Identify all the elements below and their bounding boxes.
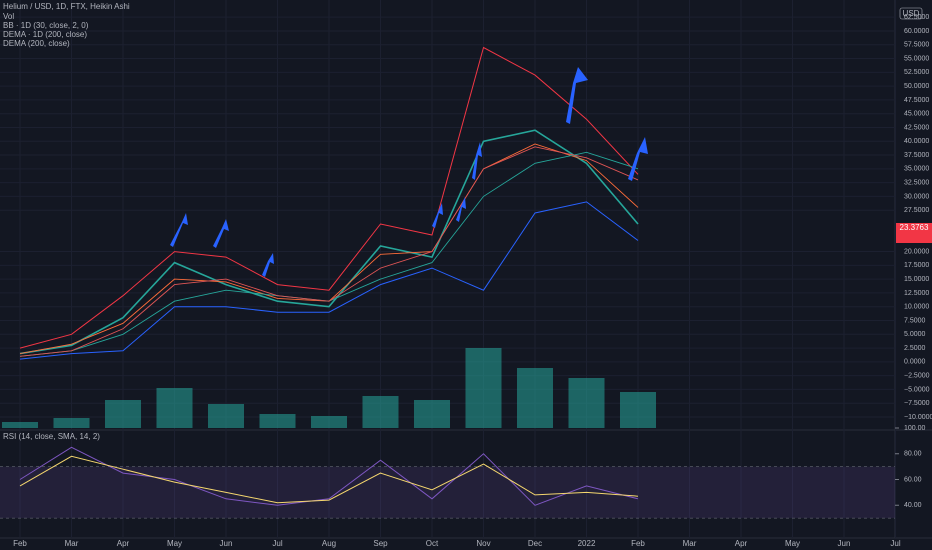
volume-bar — [568, 378, 605, 428]
y-tick-label: 7.5000 — [904, 317, 926, 324]
volume-bar — [517, 368, 553, 428]
volume-bar — [259, 414, 296, 428]
x-tick-label: May — [785, 539, 800, 548]
y-tick-label: 60.0000 — [904, 28, 929, 35]
y-tick-label: 20.0000 — [904, 248, 929, 255]
rsi-line — [19, 455, 639, 504]
y-tick-label: 45.0000 — [904, 111, 929, 118]
x-tick-label: Oct — [426, 539, 439, 548]
price-badge — [896, 223, 932, 243]
y-tick-label: 10.0000 — [904, 304, 929, 311]
x-tick-label: Mar — [65, 539, 79, 548]
x-tick-label: Jul — [272, 539, 282, 548]
volume-bar — [620, 392, 656, 428]
y-tick-label: 0.0000 — [904, 359, 926, 366]
y-tick-label: 27.5000 — [904, 207, 929, 214]
x-tick-label: Sep — [373, 539, 388, 548]
y-tick-label: 32.5000 — [904, 179, 929, 186]
legend-entry: Vol — [3, 12, 14, 21]
y-tick-label: 15.0000 — [904, 276, 929, 283]
arrow — [170, 213, 188, 247]
arrow — [472, 142, 482, 180]
y-tick-label: 5.0000 — [904, 331, 926, 338]
y-tick-label: 50.0000 — [904, 83, 929, 90]
y-tick-label: 40.0000 — [904, 138, 929, 145]
volume-bar — [53, 418, 90, 428]
x-tick-label: 2022 — [578, 539, 596, 548]
legend-entry: BB · 1D (30, close, 2, 0) — [3, 21, 89, 30]
y-tick-label: 35.0000 — [904, 166, 929, 173]
arrow — [456, 197, 466, 222]
y-tick-label: 100.00 — [904, 425, 926, 432]
x-tick-label: Jun — [838, 539, 851, 548]
volume-bar — [105, 400, 141, 428]
y-tick-label: 2.5000 — [904, 345, 926, 352]
rsi-band — [0, 466, 895, 519]
y-tick-label: 55.0000 — [904, 55, 929, 62]
arrow — [262, 253, 274, 277]
arrow — [628, 137, 648, 181]
x-tick-label: Dec — [528, 539, 542, 548]
x-tick-label: Feb — [631, 539, 645, 548]
volume-bar — [465, 348, 502, 428]
indicator-line — [19, 146, 639, 357]
chart-title: Helium / USD, 1D, FTX, Heikin Ashi — [3, 2, 130, 11]
currency-badge[interactable] — [899, 7, 923, 20]
x-tick-label: Apr — [117, 539, 130, 548]
y-tick-label: 80.00 — [904, 451, 922, 458]
legend-entry: DEMA (200, close) — [3, 39, 70, 48]
bb-upper — [19, 46, 639, 349]
y-tick-label: 12.5000 — [904, 290, 929, 297]
y-tick-label: −7.5000 — [904, 400, 930, 407]
volume-bar — [2, 422, 38, 428]
y-tick-label: 52.5000 — [904, 69, 929, 76]
y-tick-label: 62.5000 — [904, 14, 929, 21]
volume-bar — [414, 400, 450, 428]
arrow — [566, 67, 588, 124]
y-tick-label: −10.0000 — [904, 414, 932, 421]
bb-lower — [19, 201, 639, 360]
y-tick-label: 42.5000 — [904, 124, 929, 131]
volume-bar — [362, 396, 399, 428]
y-tick-label: 37.5000 — [904, 152, 929, 159]
x-tick-label: Feb — [13, 539, 27, 548]
y-tick-label: 60.00 — [904, 476, 922, 483]
x-tick-label: Mar — [683, 539, 697, 548]
y-tick-label: 17.5000 — [904, 262, 929, 269]
y-tick-label: −5.0000 — [904, 386, 930, 393]
volume-bar — [311, 416, 347, 428]
price-label: 23.3763 — [900, 223, 929, 232]
y-tick-label: 47.5000 — [904, 97, 929, 104]
y-tick-label: 40.00 — [904, 502, 922, 509]
x-tick-label: Aug — [322, 539, 336, 548]
price-line — [19, 129, 639, 355]
currency-label[interactable]: USD — [903, 9, 920, 18]
legend-entry: DEMA · 1D (200, close) — [3, 30, 87, 39]
x-tick-label: Jul — [890, 539, 900, 548]
legend-entry: RSI (14, close, SMA, 14, 2) — [3, 432, 100, 441]
y-tick-label: −2.5000 — [904, 372, 930, 379]
y-tick-label: 30.0000 — [904, 193, 929, 200]
volume-bar — [208, 404, 244, 428]
x-tick-label: May — [167, 539, 182, 548]
y-tick-label: 57.5000 — [904, 42, 929, 49]
x-tick-label: Jun — [220, 539, 233, 548]
x-tick-label: Apr — [735, 539, 748, 548]
arrow — [432, 203, 443, 228]
volume-bar — [156, 388, 193, 428]
x-tick-label: Nov — [476, 539, 490, 548]
arrows — [170, 67, 648, 277]
arrow — [213, 219, 229, 248]
rsi-line — [19, 446, 639, 506]
